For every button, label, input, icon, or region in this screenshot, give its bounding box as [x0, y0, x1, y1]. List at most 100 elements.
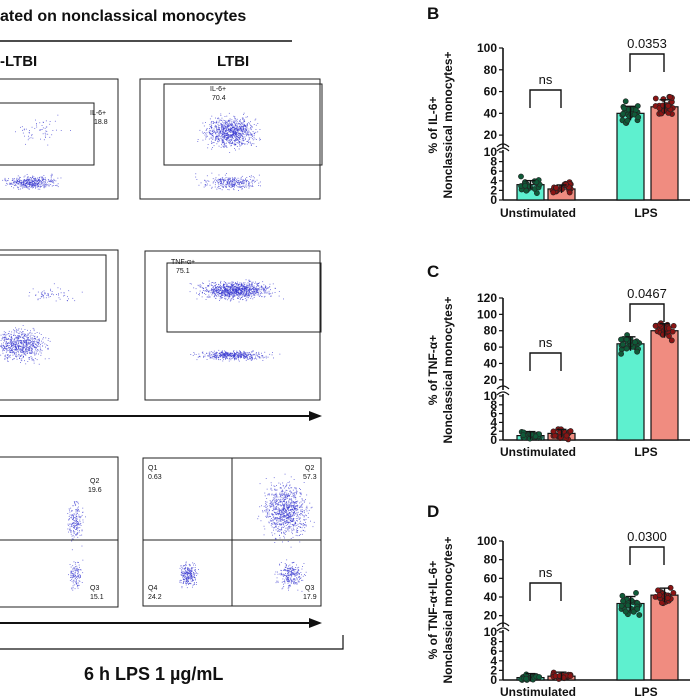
flow-event-dot [70, 573, 72, 575]
flow-event-dot [261, 286, 263, 288]
flow-event-dot [236, 355, 238, 357]
flow-event-dot [73, 520, 75, 521]
flow-event-dot [234, 355, 236, 357]
flow-event-dot [290, 487, 292, 489]
flow-event-dot [236, 121, 238, 123]
flow-event-dot [226, 184, 228, 186]
flow-event-dot [236, 283, 237, 284]
flow-event-dot [26, 183, 28, 184]
flow-event-dot [228, 189, 230, 191]
flow-event-dot [206, 296, 208, 298]
flow-event-dot [25, 143, 26, 145]
flow-event-dot [24, 186, 26, 188]
flow-event-dot [19, 335, 20, 337]
flow-event-dot [73, 569, 75, 571]
flow-event-dot [44, 292, 46, 294]
flow-event-dot [217, 141, 219, 143]
flow-event-dot [21, 352, 23, 353]
flow-event-dot [4, 333, 6, 335]
flow-event-dot [251, 358, 253, 360]
flow-event-dot [223, 132, 225, 134]
flow-event-dot [197, 141, 199, 142]
flow-event-dot [5, 348, 7, 349]
flow-event-dot [240, 181, 242, 183]
flow-event-dot [78, 531, 80, 533]
flow-event-dot [239, 126, 241, 128]
flow-event-dot [244, 352, 246, 354]
flow-event-dot [296, 491, 298, 493]
flow-event-dot [243, 292, 245, 294]
flow-event-dot [221, 177, 223, 179]
flow-event-dot [30, 181, 32, 183]
flow-event-dot [77, 510, 79, 512]
flow-event-dot [220, 182, 222, 184]
flow-event-dot [9, 340, 11, 342]
flow-event-dot [26, 344, 28, 346]
flow-event-dot [3, 345, 5, 347]
flow-event-dot [271, 484, 272, 486]
flow-event-dot [235, 133, 236, 135]
flow-event-dot [205, 299, 207, 300]
flow-event-dot [70, 575, 72, 577]
flow-event-dot [281, 501, 283, 502]
flow-event-dot [43, 294, 44, 296]
flow-event-dot [268, 505, 270, 507]
flow-event-dot [222, 292, 224, 294]
flow-event-dot [284, 534, 286, 535]
flow-event-dot [7, 357, 9, 358]
flow-event-dot [59, 298, 61, 300]
flow-event-dot [283, 505, 285, 507]
flow-event-dot [78, 568, 79, 570]
flow-event-dot [217, 179, 219, 181]
flow-event-dot [246, 291, 248, 293]
flow-event-dot [215, 287, 216, 288]
flow-event-dot [229, 129, 231, 131]
flow-event-dot [198, 356, 200, 357]
flow-event-dot [21, 346, 23, 348]
flow-event-dot [243, 123, 245, 125]
flow-event-dot [76, 507, 78, 509]
flow-event-dot [256, 289, 258, 291]
flow-event-dot [269, 500, 271, 502]
flow-event-dot [10, 340, 12, 342]
flow-event-dot [196, 179, 198, 180]
flow-event-dot [229, 178, 231, 180]
flow-event-dot [291, 520, 293, 522]
flow-event-dot [12, 178, 13, 180]
flow-event-dot [227, 179, 229, 181]
flow-event-dot [19, 349, 20, 351]
flow-event-dot [234, 295, 236, 297]
flow-event-dot [241, 283, 243, 285]
flow-event-dot [81, 534, 83, 536]
flow-event-dot [253, 358, 255, 360]
flow-event-dot [213, 130, 215, 131]
flow-event-dot [246, 285, 247, 287]
flow-event-dot [50, 290, 51, 292]
flow-event-dot [249, 357, 251, 359]
flow-event-dot [288, 517, 290, 519]
flow-event-dot [260, 294, 261, 296]
flow-event-dot [248, 141, 250, 143]
flow-event-dot [220, 287, 222, 289]
flow-event-dot [225, 291, 227, 293]
flow-event-dot [11, 349, 13, 351]
flow-event-dot [242, 138, 244, 140]
flow-event-dot [228, 291, 230, 293]
flow-event-dot [289, 515, 291, 517]
flow-event-dot [263, 290, 265, 292]
flow-event-dot [300, 489, 301, 490]
flow-event-dot [225, 290, 227, 292]
flow-event-dot [230, 287, 232, 289]
flow-event-dot [76, 533, 78, 535]
flow-event-dot [45, 179, 47, 181]
flow-event-dot [18, 340, 20, 341]
flow-event-dot [287, 505, 289, 507]
flow-event-dot [253, 289, 255, 291]
flow-event-dot [226, 173, 227, 174]
flow-event-dot [242, 143, 243, 145]
flow-event-dot [230, 145, 232, 147]
flow-event-dot [229, 139, 231, 141]
flow-event-dot [225, 128, 227, 130]
flow-event-dot [19, 177, 21, 178]
flow-event-dot [265, 509, 267, 511]
